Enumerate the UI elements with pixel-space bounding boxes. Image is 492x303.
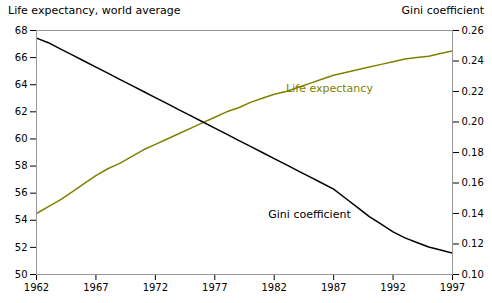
svg-text:54: 54 — [15, 214, 28, 225]
svg-text:66: 66 — [15, 52, 28, 63]
svg-text:Gini coefficient: Gini coefficient — [268, 208, 351, 221]
svg-text:1977: 1977 — [202, 282, 227, 293]
svg-text:68: 68 — [15, 25, 28, 36]
svg-text:1987: 1987 — [321, 282, 346, 293]
svg-text:0.12: 0.12 — [462, 238, 484, 249]
svg-text:1997: 1997 — [440, 282, 465, 293]
svg-text:0.14: 0.14 — [462, 208, 484, 219]
svg-text:1992: 1992 — [380, 282, 405, 293]
html-text:Life expectancy, world average: Life expectancy, world average — [8, 4, 181, 17]
svg-text:1967: 1967 — [83, 282, 108, 293]
svg-text:0.20: 0.20 — [462, 116, 484, 127]
svg-text:1972: 1972 — [143, 282, 168, 293]
svg-text:0.24: 0.24 — [462, 55, 484, 66]
svg-text:0.22: 0.22 — [462, 86, 484, 97]
svg-text:0.18: 0.18 — [462, 147, 484, 158]
svg-text:1962: 1962 — [24, 282, 49, 293]
svg-text:58: 58 — [15, 160, 28, 171]
svg-text:0.16: 0.16 — [462, 177, 484, 188]
svg-text:50: 50 — [15, 269, 28, 280]
svg-text:64: 64 — [15, 79, 28, 90]
svg-text:0.26: 0.26 — [462, 25, 484, 36]
svg-text:56: 56 — [15, 187, 28, 198]
svg-text:Life expectancy: Life expectancy — [286, 82, 373, 95]
html-text:Gini coefficient: Gini coefficient — [401, 4, 484, 17]
svg-text:60: 60 — [15, 133, 28, 144]
svg-text:52: 52 — [15, 242, 28, 253]
svg-text:0.10: 0.10 — [462, 269, 484, 280]
svg-text:1982: 1982 — [261, 282, 286, 293]
svg-text:62: 62 — [15, 106, 28, 117]
